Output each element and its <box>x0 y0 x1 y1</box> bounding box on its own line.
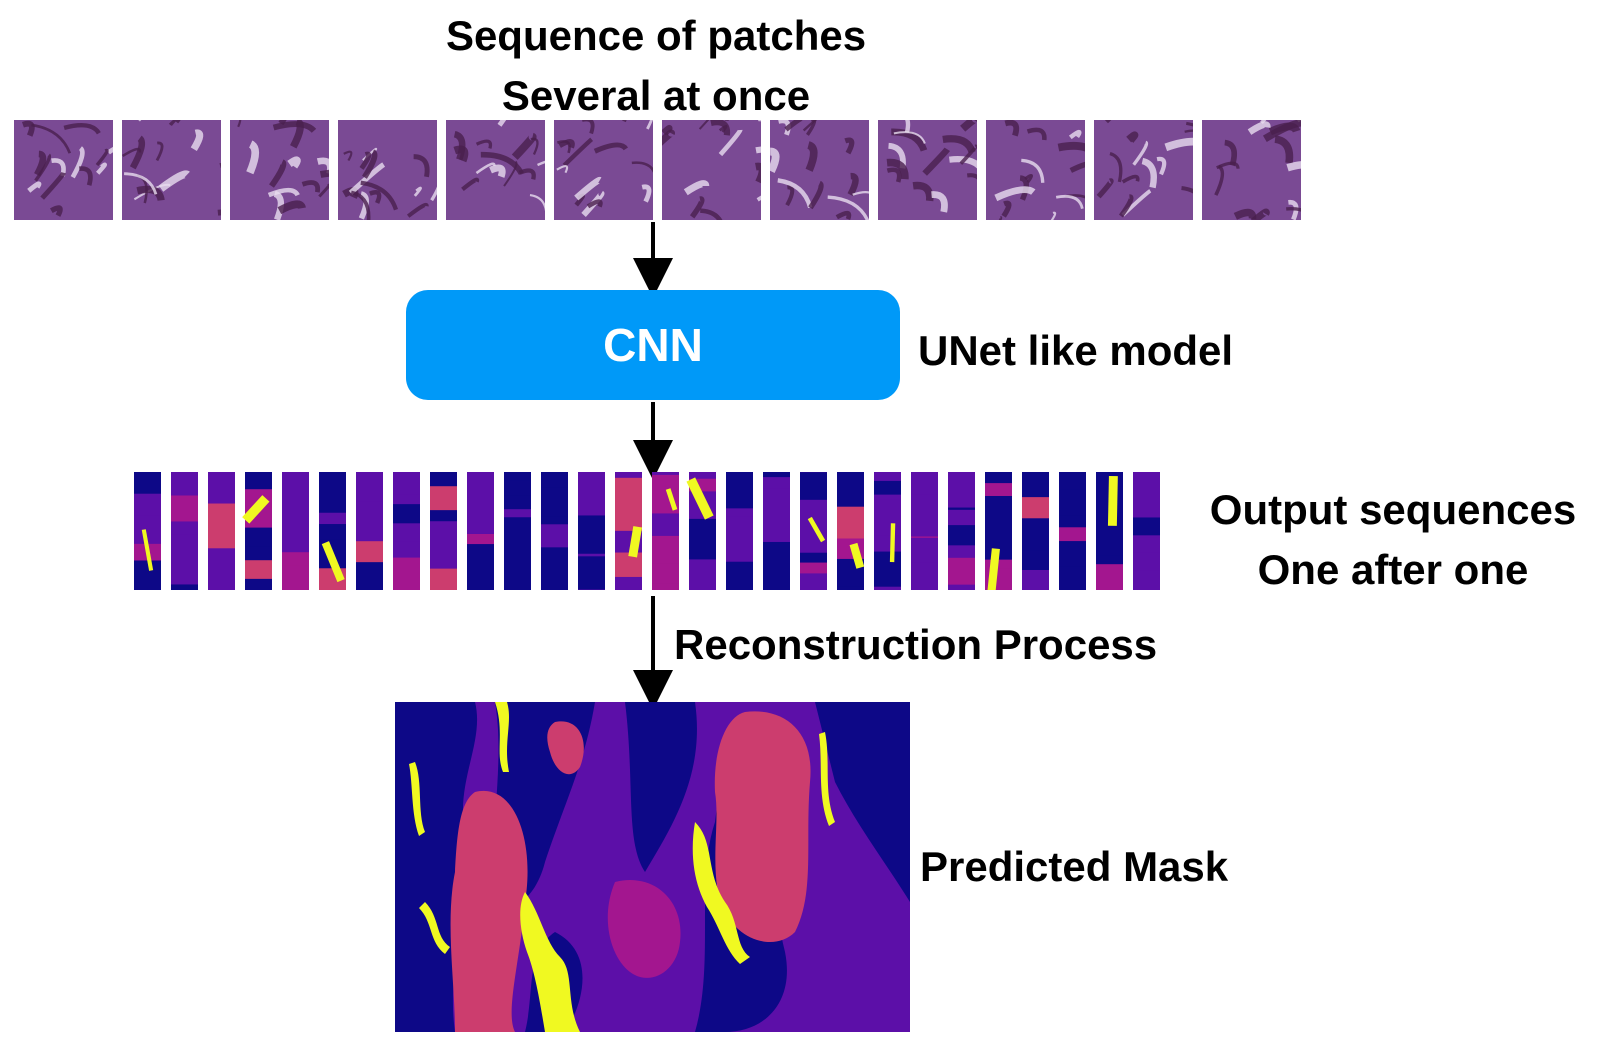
output-strip <box>800 472 827 590</box>
mask-yellow-region <box>520 892 580 1032</box>
mask-yellow-region <box>495 702 509 772</box>
tissue-patch <box>662 120 761 220</box>
output-strip <box>837 472 865 590</box>
cnn-block: CNN <box>406 290 900 400</box>
output-strip <box>430 472 457 590</box>
output-strip <box>578 472 605 590</box>
output-strip <box>1096 472 1123 590</box>
output-strip <box>393 472 420 590</box>
output-strip <box>356 472 383 590</box>
output-strip <box>911 472 938 590</box>
output-strip <box>874 472 901 590</box>
tissue-patch <box>878 120 977 220</box>
predicted-mask-image <box>395 702 910 1032</box>
output-strip <box>1022 472 1049 590</box>
mask-yellow-region <box>692 822 750 964</box>
mask-pink-region <box>714 711 811 942</box>
output-strip <box>134 472 161 590</box>
tissue-patch <box>1094 120 1193 220</box>
output-sequences-line2: One after one <box>1257 546 1529 593</box>
output-strip <box>171 472 198 590</box>
output-strip <box>242 472 272 590</box>
output-strip <box>948 472 975 590</box>
reconstruction-label: Reconstruction Process <box>674 621 1158 668</box>
patches-title-line1: Sequence of patches <box>445 12 867 59</box>
predicted-mask-label: Predicted Mask <box>920 843 1229 890</box>
output-sequences-line1: Output sequences <box>1209 486 1577 533</box>
output-strip <box>652 472 679 590</box>
output-strip <box>504 472 531 590</box>
tissue-patch <box>986 120 1085 220</box>
output-strip <box>726 472 753 590</box>
output-strip <box>763 472 790 590</box>
tissue-patch <box>122 120 221 220</box>
output-strip <box>985 472 1012 590</box>
tissue-patch <box>338 120 437 220</box>
unet-model-label: UNet like model <box>918 327 1234 374</box>
output-strip <box>1133 472 1160 590</box>
output-strip <box>319 472 346 590</box>
output-strip <box>282 472 309 590</box>
patches-title: Sequence of patches Several at once <box>336 6 976 126</box>
output-strip <box>541 472 568 590</box>
input-patch-sequence <box>14 120 1301 220</box>
tissue-patch <box>770 120 869 220</box>
output-strip <box>1059 472 1086 590</box>
tissue-patch <box>1202 120 1301 220</box>
patches-title-line2: Several at once <box>501 72 811 119</box>
mask-pink-region <box>547 721 584 775</box>
tissue-patch <box>230 120 329 220</box>
mask-yellow-region <box>819 732 835 826</box>
output-strip <box>615 472 643 590</box>
mask-yellow-region <box>409 762 425 836</box>
mask-navy-region <box>625 702 697 872</box>
output-sequences-label: Output sequences One after one <box>1178 480 1608 600</box>
output-strip <box>208 472 235 590</box>
output-sequence-strips <box>134 472 1166 590</box>
tissue-patch <box>554 120 653 220</box>
mask-yellow-region <box>419 902 450 954</box>
output-strip <box>686 472 716 590</box>
mask-pink-region <box>450 790 528 1032</box>
output-strip <box>467 472 494 590</box>
mask-magenta-region <box>607 880 681 978</box>
tissue-patch <box>446 120 545 220</box>
mask-navy-region <box>815 702 910 902</box>
output-strip-set <box>134 472 1160 590</box>
tissue-patch <box>14 120 113 220</box>
